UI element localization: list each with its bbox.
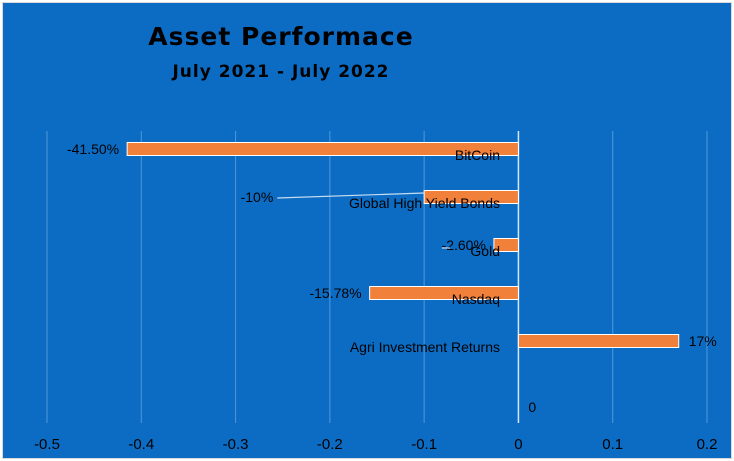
data-label: -15.78% — [309, 285, 361, 301]
bar-chart: Asset Performace July 2021 - July 2022 B… — [34, 22, 717, 453]
category-label: Global High Yield Bonds — [349, 195, 500, 211]
data-label: -2.60% — [442, 237, 486, 253]
category-labels: BitCoin Global High Yield Bonds Gold Nasdaq… — [349, 147, 500, 355]
category-label: BitCoin — [455, 147, 500, 163]
bar — [423, 190, 519, 204]
bar — [493, 238, 519, 252]
data-label: 0 — [528, 399, 536, 415]
category-label: Nasdaq — [452, 291, 500, 307]
x-tick-label: -0.4 — [128, 436, 154, 453]
bar — [126, 142, 519, 156]
x-tick-label: -0.3 — [223, 436, 249, 453]
chart-subtitle: July 2021 - July 2022 — [171, 62, 389, 82]
data-label: 17% — [689, 333, 717, 349]
x-tick-label: -0.2 — [317, 436, 343, 453]
data-labels: -41.50% -10% -2.60% -15.78% 17% 0 — [67, 141, 717, 415]
leader-line — [277, 192, 425, 199]
x-tick-label: 0.1 — [602, 436, 623, 453]
bar — [517, 334, 680, 348]
gridlines — [46, 131, 708, 423]
x-tick-label: 0 — [514, 436, 522, 453]
bars-group — [126, 142, 680, 348]
category-label: Agri Investment Returns — [350, 339, 500, 355]
data-label: -10% — [241, 189, 274, 205]
x-axis-tick-labels: -0.5 -0.4 -0.3 -0.2 -0.1 0 0.1 0.2 — [34, 436, 717, 453]
category-label: Gold — [470, 243, 500, 259]
bar — [369, 286, 519, 300]
x-tick-label: -0.5 — [34, 436, 60, 453]
x-tick-label: -0.1 — [411, 436, 437, 453]
data-label: -41.50% — [67, 141, 119, 157]
x-tick-label: 0.2 — [697, 436, 718, 453]
chart-title: Asset Performace — [148, 22, 413, 51]
